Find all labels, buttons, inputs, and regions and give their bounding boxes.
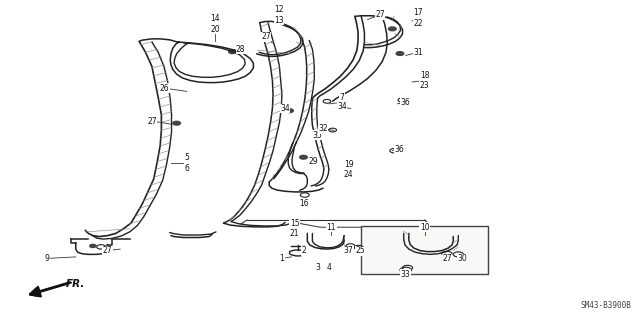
- Text: 27: 27: [261, 32, 271, 41]
- Text: 36: 36: [394, 145, 404, 154]
- Text: 19
24: 19 24: [344, 160, 353, 179]
- Text: 27: 27: [376, 10, 385, 19]
- Text: 12
13: 12 13: [274, 5, 284, 25]
- Text: 7
8: 7 8: [340, 93, 345, 112]
- Text: SM43-B3900B: SM43-B3900B: [580, 301, 631, 310]
- Text: 25: 25: [355, 246, 365, 255]
- Circle shape: [300, 155, 307, 159]
- Text: 27: 27: [442, 254, 452, 263]
- Text: 26: 26: [160, 84, 170, 93]
- Text: 32: 32: [318, 124, 328, 133]
- Circle shape: [396, 52, 404, 56]
- FancyBboxPatch shape: [361, 226, 488, 274]
- Circle shape: [228, 50, 236, 54]
- Text: 33: 33: [401, 270, 410, 278]
- Text: 15
21: 15 21: [290, 219, 300, 239]
- Text: 10: 10: [420, 223, 429, 232]
- Circle shape: [285, 109, 293, 113]
- Text: 9: 9: [45, 254, 50, 263]
- Text: 5
6: 5 6: [184, 153, 189, 173]
- Text: 36: 36: [401, 98, 410, 107]
- Circle shape: [173, 121, 180, 125]
- Text: 35: 35: [312, 130, 322, 140]
- Text: 37: 37: [344, 246, 353, 255]
- Text: 29: 29: [309, 157, 319, 166]
- Text: 27: 27: [147, 116, 157, 125]
- Text: 11: 11: [326, 223, 336, 232]
- Text: 1: 1: [280, 254, 284, 263]
- Text: 34: 34: [280, 104, 290, 113]
- Text: 2: 2: [302, 246, 307, 255]
- Text: 30: 30: [458, 254, 468, 263]
- Text: 27: 27: [102, 246, 112, 255]
- Text: 28: 28: [236, 45, 246, 54]
- Text: 18
23: 18 23: [420, 71, 429, 90]
- Circle shape: [388, 27, 396, 31]
- Circle shape: [90, 244, 96, 248]
- Text: 4: 4: [327, 263, 332, 272]
- Text: 31: 31: [413, 48, 423, 57]
- Text: 14
20: 14 20: [211, 14, 220, 34]
- Text: 16: 16: [300, 199, 309, 208]
- Text: 3: 3: [316, 263, 321, 272]
- Text: 17
22: 17 22: [413, 8, 423, 28]
- Text: 34: 34: [337, 102, 347, 111]
- Text: FR.: FR.: [66, 279, 86, 289]
